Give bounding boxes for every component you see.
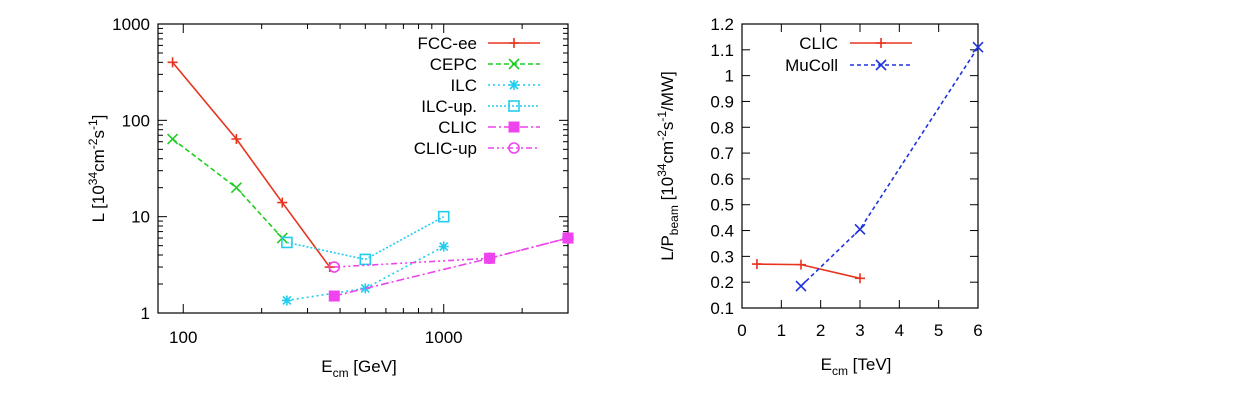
y-tick-label: 0.5 bbox=[710, 196, 734, 215]
legend-marker bbox=[875, 59, 887, 71]
legend-marker bbox=[509, 38, 519, 48]
series-line bbox=[756, 263, 861, 280]
y-tick-label: 0.8 bbox=[710, 118, 734, 137]
series-ilc-up bbox=[281, 210, 450, 266]
x-tick-label: 6 bbox=[973, 321, 982, 340]
legend-label: CLIC bbox=[799, 34, 838, 53]
y-tick-label: 1 bbox=[725, 67, 734, 86]
x-tick-label: 3 bbox=[855, 321, 864, 340]
y-tick-label: 0.1 bbox=[710, 299, 734, 318]
legend-marker bbox=[508, 100, 520, 112]
data-point bbox=[360, 283, 371, 294]
series-fcc-ee bbox=[167, 57, 335, 273]
series-line bbox=[286, 245, 445, 302]
y-tick-label: 0.6 bbox=[710, 170, 734, 189]
series-line bbox=[334, 237, 569, 268]
y-tick-label: 1 bbox=[141, 304, 150, 323]
x-tick-label: 1000 bbox=[425, 328, 463, 347]
data-point bbox=[359, 253, 372, 266]
data-point bbox=[751, 259, 762, 270]
data-point bbox=[167, 133, 179, 145]
legend-label: CEPC bbox=[430, 55, 477, 74]
x-tick-label: 100 bbox=[169, 328, 197, 347]
data-point bbox=[167, 57, 178, 68]
y-tick-label: 0.9 bbox=[710, 92, 734, 111]
series-clic-up bbox=[328, 232, 574, 273]
series-line bbox=[800, 46, 979, 287]
series-clic bbox=[751, 259, 865, 284]
y-tick-label: 0.2 bbox=[710, 273, 734, 292]
data-point bbox=[562, 232, 574, 244]
legend-label: MuColl bbox=[785, 56, 838, 75]
y-tick-label: 0.3 bbox=[710, 247, 734, 266]
plot-frame bbox=[741, 23, 979, 309]
x-tick-label: 5 bbox=[934, 321, 943, 340]
data-point bbox=[230, 182, 242, 194]
data-point bbox=[277, 197, 288, 208]
legend-label: ILC bbox=[451, 76, 477, 95]
y-tick-label: 0.7 bbox=[710, 144, 734, 163]
series-line bbox=[172, 138, 283, 239]
data-point bbox=[854, 223, 866, 235]
y-axis-label: L [1034cm-2s-1] bbox=[86, 115, 108, 223]
x-tick-label: 0 bbox=[737, 321, 746, 340]
data-point bbox=[328, 290, 340, 302]
data-point bbox=[795, 280, 807, 292]
series-line bbox=[171, 61, 331, 268]
legend-label: CLIC-up bbox=[414, 139, 477, 158]
data-point bbox=[483, 252, 496, 265]
data-point bbox=[281, 236, 293, 249]
x-axis-label: Ecm [GeV] bbox=[321, 357, 397, 380]
legend-label: FCC-ee bbox=[417, 34, 477, 53]
data-point bbox=[328, 261, 341, 273]
legend-label: CLIC bbox=[438, 118, 477, 137]
legend-marker bbox=[508, 58, 520, 70]
data-point bbox=[438, 241, 449, 252]
legend-marker bbox=[508, 121, 520, 133]
x-tick-label: 2 bbox=[816, 321, 825, 340]
y-tick-label: 1000 bbox=[112, 15, 150, 34]
luminosity-per-power-chart: 0.1 0.2 0.3 0.4 0.5 0.6 0.7 0.8 0.9 1 1.1 1.2 0 1 2 3 4 5… bbox=[655, 15, 984, 378]
y-axis-label: L/Pbeam [1034cm-2s-1/MW] bbox=[655, 71, 681, 260]
x-tick-label: 4 bbox=[895, 321, 904, 340]
x-tick-label: 1 bbox=[777, 321, 786, 340]
y-tick-label: 0.4 bbox=[710, 222, 734, 241]
series-line bbox=[286, 215, 445, 261]
series-mucoll bbox=[795, 41, 984, 292]
series-cepc bbox=[167, 133, 288, 244]
legend-marker bbox=[508, 142, 520, 154]
plot-frame bbox=[157, 23, 569, 314]
x-axis-label: Ecm [TeV] bbox=[821, 355, 892, 378]
data-point bbox=[437, 210, 450, 223]
legend-marker bbox=[509, 80, 519, 90]
legend-label: ILC-up. bbox=[421, 97, 477, 116]
series-ilc bbox=[281, 241, 449, 306]
data-point bbox=[796, 259, 806, 270]
y-tick-label: 1.1 bbox=[710, 41, 734, 60]
data-point bbox=[855, 273, 865, 284]
data-point bbox=[972, 41, 984, 53]
luminosity-vs-energy-chart: 1 10 100 1000 100 1000 Ecm [GeV] L [1034cm-2s-1… bbox=[86, 15, 574, 380]
y-tick-label: 1.2 bbox=[710, 15, 734, 34]
y-tick-label: 100 bbox=[122, 111, 150, 130]
data-point bbox=[281, 295, 292, 306]
legend-marker bbox=[876, 38, 886, 48]
y-tick-label: 10 bbox=[131, 208, 150, 227]
data-point bbox=[231, 134, 242, 145]
